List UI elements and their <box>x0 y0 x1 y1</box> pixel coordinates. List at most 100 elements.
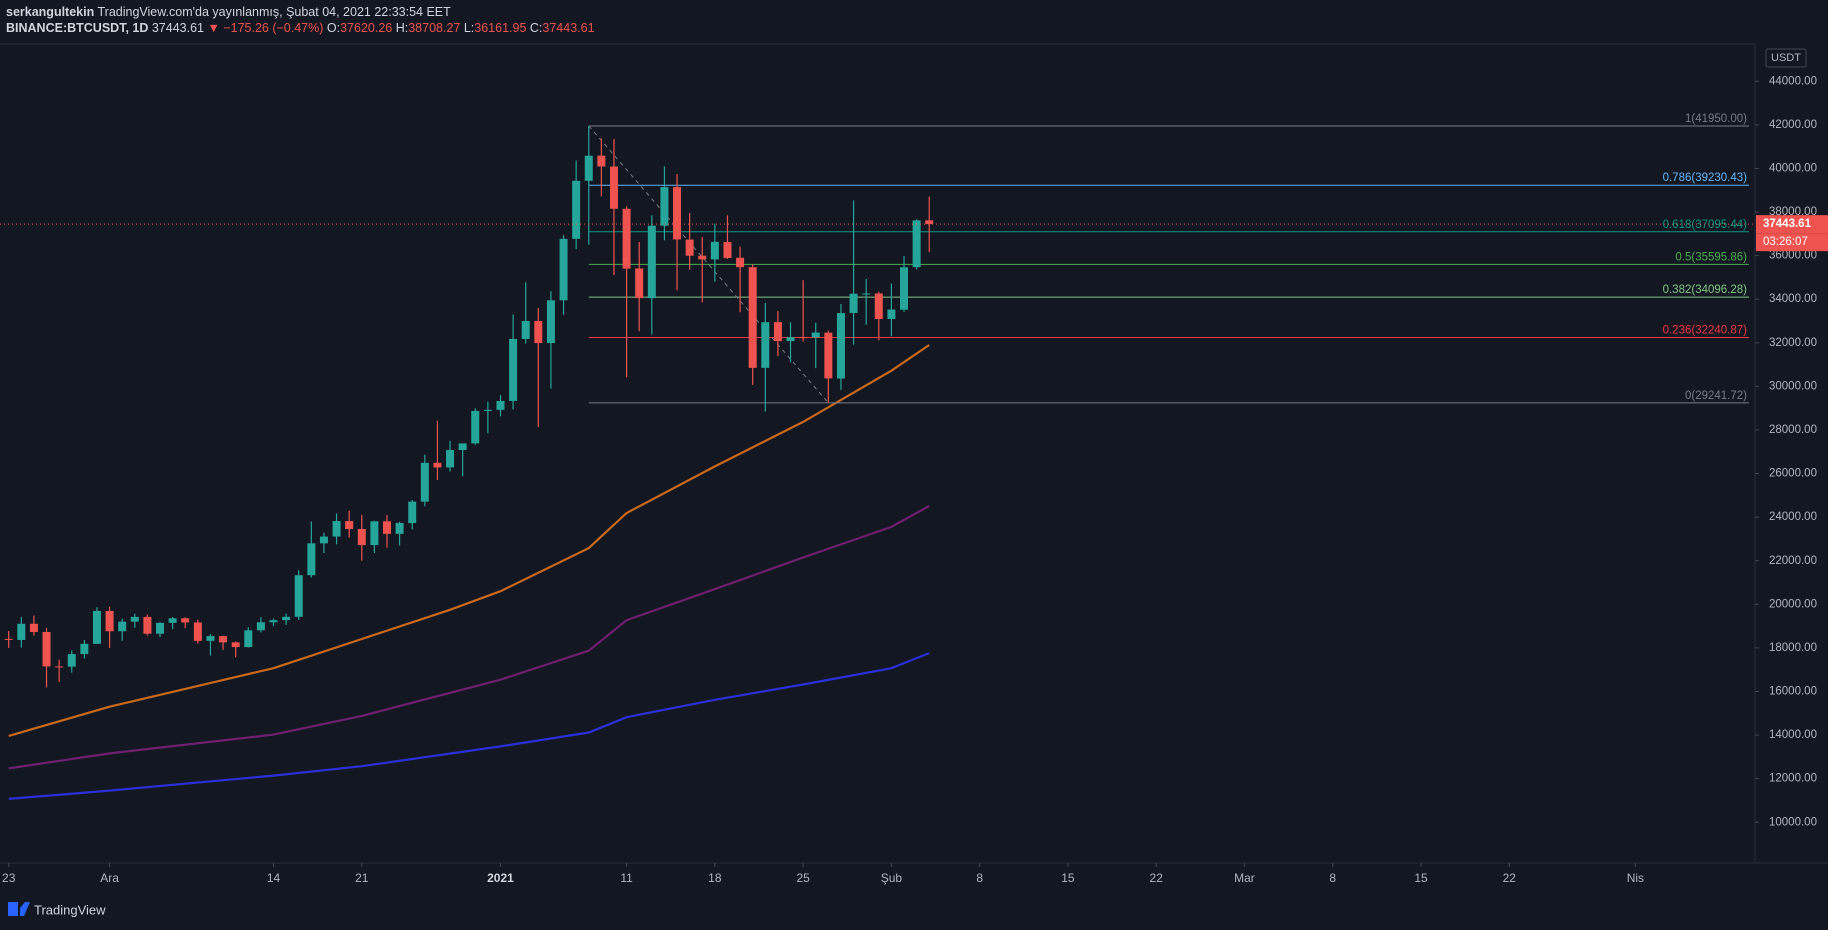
legend-line: BINANCE:BTCUSDT, 1D 37443.61 ▼ −175.26 (… <box>6 20 595 36</box>
fib-label: 0.786(39230.43) <box>1663 172 1748 184</box>
candle-body <box>168 618 177 623</box>
fib-label: 0.382(34096.28) <box>1663 284 1748 296</box>
candle-body <box>408 501 417 524</box>
x-tick-label: 8 <box>976 871 983 885</box>
countdown-box <box>1756 233 1828 252</box>
candle-body <box>383 521 391 534</box>
candle-body <box>29 623 38 632</box>
candle-body <box>80 643 89 655</box>
candle-body <box>786 337 795 342</box>
publish-line: serkangultekin TradingView.com'da yayınl… <box>6 4 595 20</box>
y-tick-label: 38000.00 <box>1769 206 1817 218</box>
y-tick-label: 14000.00 <box>1769 729 1817 741</box>
candle-body <box>105 610 114 632</box>
candle-body <box>395 523 404 534</box>
moving-average <box>8 344 930 737</box>
last-price-label: 37443.61 <box>1763 218 1812 230</box>
candle-body <box>824 332 833 379</box>
y-tick-label: 44000.00 <box>1769 75 1817 87</box>
o-value: 37620.26 <box>340 21 393 35</box>
moving-average <box>8 652 930 800</box>
candle-body <box>925 220 934 225</box>
candle-body <box>420 462 429 502</box>
candle-body <box>92 610 101 644</box>
candle-body <box>849 293 858 313</box>
candle-body <box>710 241 719 260</box>
countdown: 03:26:07 <box>1763 236 1808 248</box>
plot: 1(41950.00) 0.786(39230.43) 0.618(37095.44… <box>0 113 1755 800</box>
candle-body <box>143 616 152 634</box>
candle-body <box>874 293 883 319</box>
candle-body <box>673 187 682 240</box>
candle-body <box>294 575 303 617</box>
candle-body <box>67 654 76 667</box>
last-price: 37443.61 <box>151 21 204 35</box>
x-tick-label: Şub <box>881 871 903 885</box>
y-tick-label: 42000.00 <box>1769 119 1817 131</box>
candle-body <box>332 521 341 537</box>
candle-body <box>559 238 568 301</box>
candle-body <box>546 300 555 344</box>
candle-body <box>635 268 644 299</box>
candle-body <box>231 642 240 648</box>
candle-body <box>496 400 505 410</box>
candle-body <box>647 225 656 299</box>
h-value: 38708.27 <box>408 21 461 35</box>
candle-body <box>799 337 808 339</box>
fib-trend <box>588 125 829 404</box>
y-tick-label: 22000.00 <box>1769 555 1817 567</box>
x-tick-label: 2021 <box>487 871 514 885</box>
x-tick-label: 18 <box>708 871 722 885</box>
fib-label: 0.236(32240.87) <box>1663 325 1748 337</box>
x-tick-label: 14 <box>267 871 281 885</box>
h-label: H: <box>395 21 409 35</box>
x-tick-label: 8 <box>1329 871 1336 885</box>
moving-average <box>8 505 930 770</box>
candle-body <box>433 462 442 468</box>
logo-icon <box>8 902 30 916</box>
candle-body <box>370 521 379 546</box>
candle-body <box>685 239 694 256</box>
y-tick-label: 28000.00 <box>1769 424 1817 436</box>
candle-body <box>319 536 328 544</box>
brand-logo[interactable]: TradingView <box>8 902 106 917</box>
candle-body <box>130 616 139 622</box>
fib-label: 0.618(37095.44) <box>1663 219 1748 231</box>
y-tick-label: 30000.00 <box>1769 380 1817 392</box>
currency-box[interactable] <box>1765 48 1807 68</box>
c-label: C: <box>529 21 543 35</box>
symbol: BINANCE:BTCUSDT, 1D <box>6 21 149 35</box>
candle-body <box>660 187 669 226</box>
l-value: 36161.95 <box>474 21 527 35</box>
author[interactable]: serkangultekin <box>6 5 95 19</box>
candle-body <box>900 267 909 310</box>
candle-body <box>17 623 26 640</box>
candle-body <box>55 666 64 668</box>
o-label: O: <box>326 21 341 35</box>
y-tick-label: 26000.00 <box>1769 468 1817 480</box>
published: TradingView.com'da yayınlanmış, Şubat 04… <box>97 5 451 19</box>
change: ▼ −175.26 (−0.47%) <box>207 21 324 35</box>
x-tick-label: Nis <box>1627 871 1644 885</box>
currency: USDT <box>1771 52 1801 64</box>
candle-body <box>811 332 820 338</box>
x-tick-label: 15 <box>1061 871 1075 885</box>
candle-body <box>181 618 190 623</box>
candle-body <box>206 636 215 641</box>
y-tick-label: 36000.00 <box>1769 250 1817 262</box>
fib-label: 0.5(35595.86) <box>1675 251 1747 263</box>
x-tick-label: 23 <box>2 871 16 885</box>
candle-body <box>912 220 921 268</box>
candle-body <box>357 529 366 546</box>
fib-label: 0(29241.72) <box>1685 390 1747 402</box>
x-tick-label: 15 <box>1414 871 1428 885</box>
candle-body <box>534 320 543 344</box>
candle-body <box>597 155 606 167</box>
candle-body <box>836 313 845 379</box>
candle-body <box>572 180 581 239</box>
candle-body <box>345 521 354 530</box>
candle-body <box>584 155 593 181</box>
candle-body <box>193 622 202 641</box>
y-tick-label: 32000.00 <box>1769 337 1817 349</box>
y-tick-label: 12000.00 <box>1769 773 1817 785</box>
